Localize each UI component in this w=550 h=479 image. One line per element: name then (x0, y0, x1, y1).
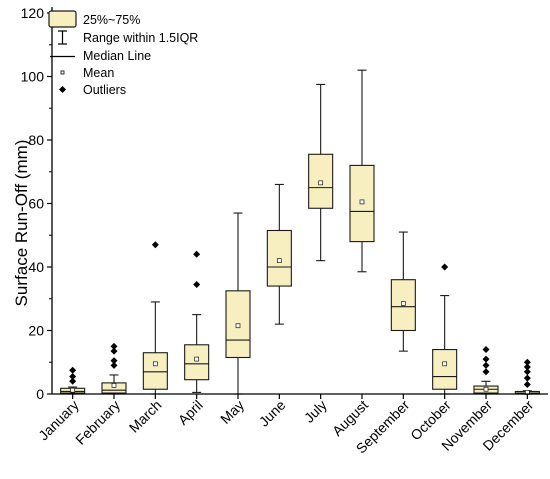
outlier-point (69, 366, 77, 374)
outlier-point (193, 250, 201, 258)
y-axis-title: Surface Run-Off (mm) (12, 140, 31, 307)
outlier-point (193, 280, 201, 288)
mean-marker (483, 386, 489, 392)
outlier-point (482, 361, 490, 369)
mean-marker (235, 323, 241, 329)
box-january (60, 366, 86, 395)
outlier-point (523, 380, 531, 388)
box-november (473, 346, 499, 395)
box-june (266, 183, 292, 325)
legend-mean-symbol (60, 70, 65, 75)
outlier-point (523, 358, 531, 366)
outlier-point (441, 263, 449, 271)
box-march (142, 241, 168, 395)
x-tick-label-april: April (175, 397, 206, 428)
box-december (514, 358, 540, 395)
outlier-point (482, 355, 490, 363)
legend-box-swatch (48, 10, 77, 28)
mean-marker (400, 301, 406, 306)
iqr-box (142, 352, 168, 390)
box-february (101, 342, 127, 395)
y-tick-label: 80 (28, 132, 44, 148)
outlier-point (69, 377, 77, 385)
box-october (432, 263, 458, 395)
legend-label-mean: Mean (83, 66, 114, 80)
outlier-point (523, 368, 531, 376)
outlier-point (110, 361, 118, 369)
y-tick-label: 40 (28, 259, 44, 275)
mean-marker (359, 199, 365, 205)
iqr-box (432, 348, 458, 390)
box-may (225, 212, 251, 395)
y-tick-label: 60 (28, 196, 44, 212)
mean-marker (152, 361, 158, 367)
iqr-box (184, 344, 210, 381)
plot-area (60, 69, 540, 395)
y-tick-label: 0 (36, 386, 44, 402)
y-tick-label: 20 (28, 323, 44, 339)
legend-label-median: Median Line (83, 49, 151, 63)
y-tick-label: 100 (21, 69, 45, 85)
x-tick-label-march: March (126, 397, 165, 436)
outlier-point (482, 368, 490, 376)
legend: 25%~75% Range within 1.5IQR Median Line … (48, 10, 198, 97)
x-tick-label-june: June (256, 397, 289, 430)
outlier-point (110, 357, 118, 365)
box-august (349, 69, 375, 273)
mean-marker (194, 356, 200, 362)
x-tick-label-july: July (301, 397, 330, 426)
outlier-point (69, 373, 77, 381)
iqr-box (266, 229, 292, 287)
legend-label-outliers: Outliers (83, 83, 126, 97)
outlier-point (523, 374, 531, 382)
outlier-point (110, 347, 118, 355)
legend-whisker-symbol (58, 30, 67, 45)
mean-marker (442, 361, 448, 367)
legend-label-box: 25%~75% (83, 13, 140, 27)
mean-marker (111, 383, 117, 388)
x-tick-label-may: May (217, 397, 247, 427)
mean-marker (318, 180, 324, 186)
legend-outlier-symbol (59, 86, 66, 93)
box-september (390, 231, 416, 352)
x-tick-label-february: February (72, 397, 123, 448)
outlier-point (151, 241, 159, 249)
outlier-point (482, 346, 490, 354)
outlier-point (523, 363, 531, 371)
outlier-point (110, 342, 118, 350)
mean-marker (276, 258, 282, 263)
box-july (308, 83, 334, 262)
box-april (184, 250, 210, 393)
legend-label-range: Range within 1.5IQR (83, 31, 198, 45)
y-tick-label: 120 (21, 5, 45, 21)
iqr-box (101, 382, 127, 394)
mean-marker (70, 387, 76, 393)
